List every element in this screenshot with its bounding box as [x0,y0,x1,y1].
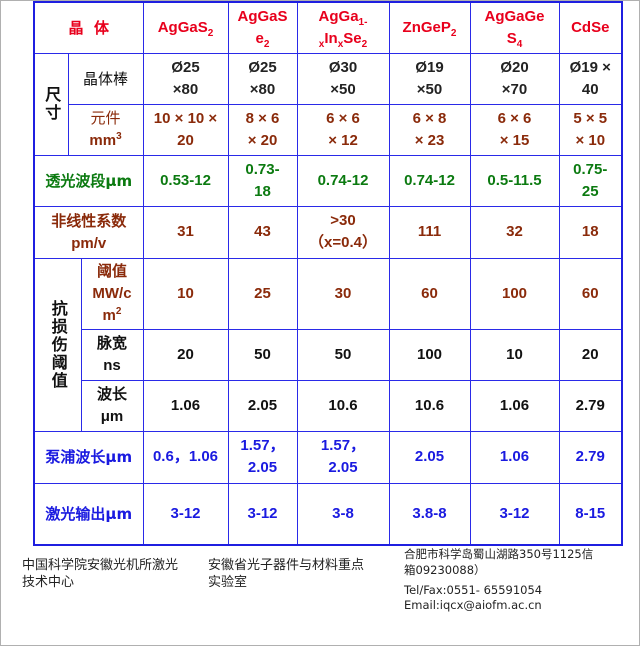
footer-org2: 安徽省光子器件与材料重点实验室 [208,558,365,590]
header-row: 晶 体 AgGaS2 AgGaS e2 AgGa1- xInxSe2 ZnGeP2 … [33,1,623,54]
cell: 50 [227,328,298,381]
wavelength-label: 波长 μm [80,379,144,432]
crystal-comparison-table: 晶 体 AgGaS2 AgGaS e2 AgGa1- xInxSe2 ZnGeP2 … [33,1,623,546]
pump-label: 泵浦波长μm [33,430,144,484]
cell: 2.05 [227,379,298,432]
nonlinear-label: 非线性系数 pm/v [33,205,144,259]
header-crystal-label: 晶 体 [33,1,144,54]
cell: 8-15 [558,482,623,546]
cell: >30 （x=0.4） [296,205,390,259]
cell: 1.06 [469,379,560,432]
header-agGaS2: AgGaS2 [142,1,229,54]
cell: 0.73- 18 [227,154,298,207]
cell: 0.53-12 [142,154,229,207]
footer-tel: Tel/Fax:0551- 65591054 [404,583,543,597]
cell: 60 [558,257,623,330]
damage-wavelength-row: 波长 μm 1.06 2.05 10.6 10.6 1.06 2.79 [34,379,623,432]
cell: Ø25 ×80 [227,52,298,105]
pulse-width-row: 脉宽 ns 20 50 50 100 10 20 [34,328,623,381]
cell: 32 [469,205,560,259]
output-label: 激光输出μm [33,482,144,546]
cell: 10 [142,257,229,330]
cell: 6 × 6 × 15 [469,103,560,156]
cell: 5 × 5 × 10 [558,103,623,156]
cell: 1.57， 2.05 [227,430,298,484]
cell: 20 [142,328,229,381]
cell: 0.5-11.5 [469,154,560,207]
cell: 30 [296,257,390,330]
header-agGaInSe2: AgGa1- xInxSe2 [296,1,390,54]
cell: 31 [142,205,229,259]
cell: 10 [469,328,560,381]
cell: 0.74-12 [296,154,390,207]
cell: Ø25 ×80 [142,52,229,105]
cell: 25 [227,257,298,330]
header-cdSe: CdSe [558,1,623,54]
footer-email: Email:iqcx@aiofm.ac.cn [404,598,542,612]
damage-threshold-row: 抗损伤阈值 阈值 MW/c m2 10 25 30 60 100 60 [33,257,623,432]
cell: 6 × 8 × 23 [388,103,471,156]
cell: 10.6 [296,379,390,432]
header-agGaGeS4: AgGaGe S4 [469,1,560,54]
element-size-row: 元件 mm3 10 × 10 × 20 8 × 6 × 20 6 × 6 × 12 6 … [34,103,623,156]
cell: 111 [388,205,471,259]
cell: 3-12 [142,482,229,546]
size-label: 尺寸 [33,52,69,156]
footer-org1: 中国科学院安徽光机所激光技术中心 [22,558,179,590]
footer-address: 合肥市科学岛蜀山湖路350号1125信箱09230088） [404,547,594,577]
cell: 60 [388,257,471,330]
cell: 8 × 6 × 20 [227,103,298,156]
cell: 0.75- 25 [558,154,623,207]
cell: 1.06 [142,379,229,432]
cell: 2.05 [388,430,471,484]
pulse-label: 脉宽 ns [80,328,144,381]
cell: 3-12 [469,482,560,546]
cell: 3-8 [296,482,390,546]
nonlinear-row: 非线性系数 pm/v 31 43 >30 （x=0.4） 111 32 18 [33,205,623,259]
cell: Ø19 × 40 [558,52,623,105]
cell: 2.79 [558,379,623,432]
cell: 1.57， 2.05 [296,430,390,484]
cell: 1.06 [469,430,560,484]
cell: 3-12 [227,482,298,546]
pump-row: 泵浦波长μm 0.6，1.06 1.57， 2.05 1.57， 2.05 2.05… [33,430,623,484]
cell: 18 [558,205,623,259]
cell: Ø30 ×50 [296,52,390,105]
header-znGeP2: ZnGeP2 [388,1,471,54]
cell: 50 [296,328,390,381]
cell: 43 [227,205,298,259]
cell: 10.6 [388,379,471,432]
transmission-label: 透光波段μm [33,154,144,207]
cell: 100 [469,257,560,330]
cell: 100 [388,328,471,381]
cell: Ø20 ×70 [469,52,560,105]
cell: Ø19 ×50 [388,52,471,105]
cell: 6 × 6 × 12 [296,103,390,156]
cell: 3.8-8 [388,482,471,546]
transmission-row: 透光波段μm 0.53-12 0.73- 18 0.74-12 0.74-12 0… [33,154,623,207]
cell: 0.74-12 [388,154,471,207]
element-label: 元件 mm3 [67,103,144,156]
rod-size-row: 尺寸 晶体棒 Ø25 ×80 Ø25 ×80 Ø30 ×50 Ø19 ×50 Ø20 ×7… [33,52,623,156]
cell: 2.79 [558,430,623,484]
cell: 10 × 10 × 20 [142,103,229,156]
cell: 0.6，1.06 [142,430,229,484]
output-row: 激光输出μm 3-12 3-12 3-8 3.8-8 3-12 8-15 [33,482,623,546]
cell: 20 [558,328,623,381]
damage-label: 抗损伤阈值 [33,257,82,432]
threshold-label: 阈值 MW/c m2 [80,257,144,330]
rod-label: 晶体棒 [67,52,144,105]
header-agGaSe2: AgGaS e2 [227,1,298,54]
